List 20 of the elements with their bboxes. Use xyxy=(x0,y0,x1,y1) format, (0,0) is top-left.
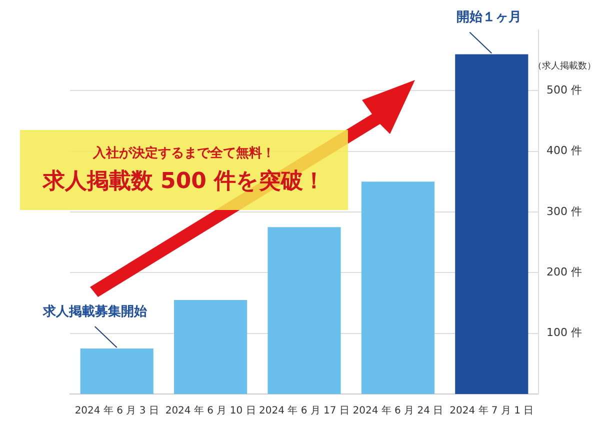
bar xyxy=(455,54,528,394)
x-tick-label: 2024 年 6 月 24 日 xyxy=(352,404,444,417)
y-tick-label: 400 件 xyxy=(546,144,582,158)
x-tick-label: 2024 年 6 月 10 日 xyxy=(165,404,256,417)
y-tick-label: 300 件 xyxy=(546,204,582,218)
bar xyxy=(174,300,248,394)
text: 求人掲載数 500 件を突破！ xyxy=(42,168,326,196)
annotation: 開始１ヶ月 xyxy=(456,10,522,26)
x-tick-label: 2024 年 6 月 3 日 xyxy=(74,404,159,417)
text: 入社が決定するまで全て無料！ xyxy=(93,144,275,162)
bar xyxy=(80,348,154,394)
x-tick-label: 2024 年 7 月 1 日 xyxy=(450,404,534,417)
x-tick-label: 2024 年 6 月 17 日 xyxy=(259,404,350,417)
y-tick-label: 200 件 xyxy=(546,266,582,279)
y-tick-label: 500 件 xyxy=(546,84,582,97)
bar xyxy=(361,182,434,394)
y-tick-label: 100 件 xyxy=(546,326,582,340)
annotation: 求人掲載募集開始 xyxy=(42,303,148,320)
bar xyxy=(268,227,341,394)
y-axis-title: （求人掲載数） xyxy=(532,60,596,72)
